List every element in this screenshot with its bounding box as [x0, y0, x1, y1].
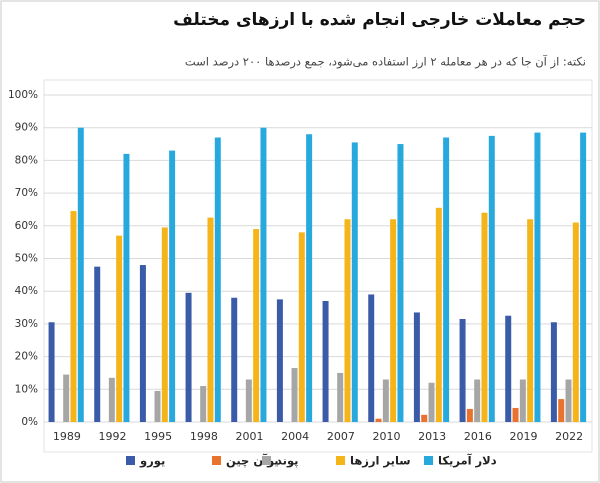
legend-swatch	[262, 456, 271, 465]
bar	[245, 379, 252, 422]
x-tick-label: 2004	[281, 430, 309, 443]
x-tick-label: 1995	[144, 430, 172, 443]
bar	[231, 297, 238, 422]
bar	[207, 217, 214, 422]
chart-title: حجم معاملات خارجی انجام شده با ارزهای مخ…	[173, 10, 586, 30]
legend-label: پوند	[276, 454, 299, 469]
bar	[375, 418, 382, 422]
x-tick-label: 1989	[53, 430, 81, 443]
bar	[390, 219, 397, 422]
bar	[298, 232, 305, 422]
bar	[565, 379, 572, 422]
bar	[154, 390, 161, 422]
y-tick-label: 20%	[15, 351, 38, 363]
bar	[306, 134, 313, 423]
bar	[322, 301, 329, 422]
legend-swatch	[424, 456, 433, 465]
bar	[550, 322, 557, 422]
bar	[474, 379, 481, 422]
bar	[351, 142, 358, 423]
y-tick-label: 10%	[15, 383, 38, 395]
bar	[558, 399, 565, 422]
y-tick-label: 60%	[15, 220, 38, 232]
bar	[459, 318, 466, 422]
bar	[421, 414, 428, 422]
y-tick-label: 50%	[15, 253, 38, 265]
bar	[116, 235, 123, 422]
y-tick-label: 80%	[15, 154, 38, 166]
x-tick-label: 2013	[418, 430, 446, 443]
x-tick-label: 2001	[236, 430, 264, 443]
legend-label: یورو	[139, 454, 165, 469]
bar	[534, 132, 541, 423]
bar	[488, 135, 495, 422]
bar	[481, 212, 488, 422]
bar	[260, 127, 267, 422]
bar	[214, 137, 221, 422]
bar	[337, 372, 344, 422]
bar	[344, 219, 351, 422]
bar	[382, 379, 389, 422]
bar	[443, 137, 450, 422]
bar	[77, 127, 84, 422]
bar	[368, 294, 375, 422]
bar	[253, 229, 260, 422]
bar	[63, 374, 70, 422]
y-tick-label: 30%	[15, 318, 38, 330]
bar	[466, 408, 473, 422]
bar	[123, 153, 130, 423]
bar	[572, 222, 579, 422]
legend-swatch	[336, 456, 345, 465]
bar	[291, 368, 298, 422]
bar	[139, 265, 146, 422]
x-tick-label: 2007	[327, 430, 355, 443]
bar	[161, 227, 168, 422]
legend-swatch	[212, 456, 221, 465]
x-tick-label: 1998	[190, 430, 218, 443]
x-tick-label: 2016	[464, 430, 492, 443]
legend-label: دلار آمریکا	[438, 454, 497, 468]
y-tick-label: 70%	[15, 187, 38, 199]
bar	[512, 407, 519, 422]
y-tick-label: 100%	[8, 89, 38, 101]
legend-swatch	[126, 456, 135, 465]
x-tick-label: 1992	[99, 430, 127, 443]
x-tick-label: 2022	[555, 430, 583, 443]
bar	[397, 144, 404, 423]
bar	[435, 207, 442, 422]
bar	[108, 377, 115, 422]
bar	[428, 382, 435, 422]
bar	[185, 292, 192, 422]
bar	[276, 299, 283, 422]
bar	[527, 219, 534, 422]
chart-subtitle: نکته: از آن جا که در هر معامله ۲ ارز است…	[185, 55, 586, 70]
legend-label: سایر ارزها	[350, 454, 411, 468]
bar	[413, 312, 420, 422]
bar	[94, 266, 101, 422]
y-tick-label: 0%	[21, 416, 38, 428]
bar	[519, 379, 526, 422]
y-tick-label: 40%	[15, 285, 38, 297]
bar	[169, 150, 176, 422]
x-tick-label: 2010	[373, 430, 401, 443]
y-tick-label: 90%	[15, 122, 38, 134]
bar	[505, 315, 512, 422]
plot-frame	[43, 79, 593, 453]
bar	[200, 386, 207, 422]
bar	[580, 132, 587, 423]
bar	[70, 211, 77, 422]
bar	[48, 322, 55, 422]
x-tick-label: 2019	[510, 430, 538, 443]
